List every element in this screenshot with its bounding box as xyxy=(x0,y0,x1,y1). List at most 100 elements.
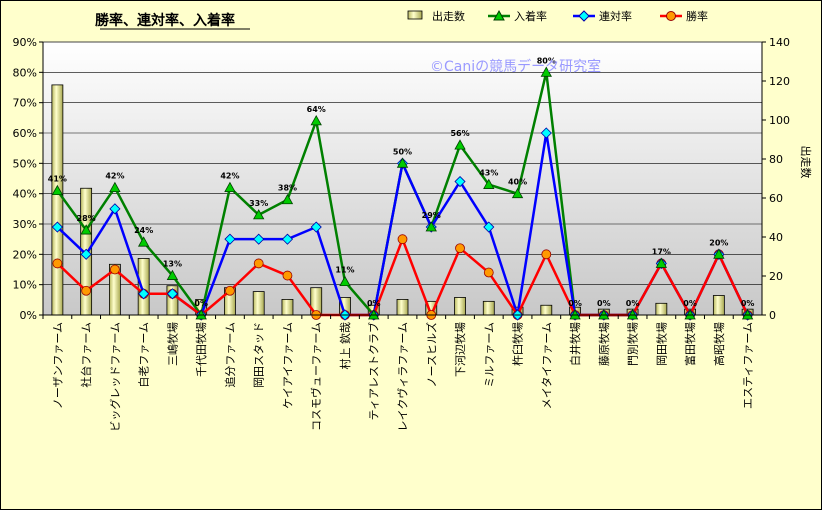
legend-marker xyxy=(493,9,505,21)
point-diamond xyxy=(454,175,466,188)
data-label: 56% xyxy=(450,129,469,138)
point-triangle xyxy=(51,184,64,196)
point-diamond xyxy=(166,288,178,300)
point-triangle xyxy=(166,269,179,280)
point-triangle xyxy=(224,181,236,192)
point-circle xyxy=(397,234,408,245)
x-tick-label: ティアレストクラブ xyxy=(367,322,381,420)
point-diamond xyxy=(483,221,495,233)
point-diamond xyxy=(281,233,294,245)
x-tick-label: 村上 欽哉 xyxy=(338,322,352,370)
x-tick-label: 杵臼牧場 xyxy=(511,322,525,366)
x-tick-label: ビッグレッドファーム xyxy=(108,322,122,432)
y-left-tick-label: 60% xyxy=(13,127,37,140)
data-label: 29% xyxy=(422,211,441,220)
data-label: 42% xyxy=(220,172,239,181)
x-tick-label: 岡田スタッド xyxy=(253,322,266,388)
x-tick-label: コスモヴューファーム xyxy=(309,322,323,431)
point-diamond xyxy=(109,203,121,215)
legend-marker xyxy=(666,11,676,21)
legend-label: 出走数 xyxy=(432,9,465,23)
point-triangle xyxy=(80,224,92,235)
y-right-tick-label: 100 xyxy=(769,114,790,127)
data-label: 33% xyxy=(249,199,268,208)
data-label: 43% xyxy=(479,169,498,178)
y-left-tick-label: 50% xyxy=(13,157,37,170)
point-triangle xyxy=(339,275,351,287)
data-label: 42% xyxy=(105,172,124,181)
y-axis-right: 0 20 40 60 80 100 120 140 xyxy=(761,36,790,322)
x-tick-label: 追分ファーム xyxy=(223,322,237,388)
data-label: 11% xyxy=(335,266,354,275)
x-tick-label: 千代田牧場 xyxy=(194,322,208,377)
data-label: 50% xyxy=(393,147,412,156)
point-diamond xyxy=(80,248,92,260)
y-right-tick-label: 80 xyxy=(769,153,783,166)
x-tick-label: 高昭牧場 xyxy=(712,322,726,366)
data-label: 24% xyxy=(134,226,153,235)
data-label: 64% xyxy=(307,105,326,114)
point-diamond xyxy=(138,288,150,300)
x-tick-label: 富田牧場 xyxy=(683,322,697,366)
x-tick-label: 白老ファーム xyxy=(137,322,151,388)
x-tick-label: 門別牧場 xyxy=(626,322,640,366)
data-label: 28% xyxy=(77,214,96,223)
y-right-tick-label: 20 xyxy=(769,270,783,283)
point-triangle xyxy=(310,115,322,126)
x-tick-label: 岡田牧場 xyxy=(654,322,668,366)
gridlines xyxy=(43,41,762,285)
watermark: ©Caniの競馬データ研究室 xyxy=(430,58,601,75)
point-circle xyxy=(483,267,494,278)
y-left-tick-label: 10% xyxy=(13,279,37,292)
data-label: 0% xyxy=(741,299,755,308)
data-label: 0% xyxy=(568,299,582,308)
data-label: 80% xyxy=(537,56,556,65)
x-tick-label: 藤原牧場 xyxy=(597,322,611,366)
bar xyxy=(396,298,409,316)
point-triangle xyxy=(396,157,409,168)
x-tick-label: 下河辺牧場 xyxy=(453,322,467,377)
x-tick-label: 三嶋牧場 xyxy=(165,322,179,366)
bar xyxy=(655,302,668,316)
y-axis-left: 0% 10% 20% 30% 40% 50% 60% 70% 80% 90% xyxy=(13,36,44,322)
data-label: 41% xyxy=(48,175,67,184)
y-axis-right-title: 出走数 xyxy=(799,146,813,179)
x-tick-label: レイクヴィラファーム xyxy=(396,322,410,431)
x-tick-label: ノーザンファーム xyxy=(51,322,64,409)
bar xyxy=(51,84,64,316)
point-diamond xyxy=(224,233,236,245)
x-axis: ノーザンファーム 社台ファーム ビッグレッドファーム 白老ファーム 三嶋牧場 千代田牧場 追… xyxy=(42,314,762,432)
point-triangle xyxy=(511,187,524,199)
y-left-tick-label: 40% xyxy=(13,188,37,201)
point-triangle xyxy=(655,257,668,268)
point-diamond xyxy=(51,221,63,233)
point-circle xyxy=(455,243,465,254)
bar xyxy=(540,304,553,316)
legend-swatch xyxy=(407,10,423,20)
y-left-tick-label: 90% xyxy=(13,36,37,49)
legend: 出走数 入着率 連対率 勝率 xyxy=(407,9,708,23)
y-left-tick-label: 30% xyxy=(13,218,37,231)
point-diamond xyxy=(310,221,322,233)
x-tick-label: ノースヒルズ xyxy=(424,322,438,387)
point-triangle xyxy=(540,66,552,77)
x-tick-label: エスティファーム xyxy=(742,322,755,409)
data-label: 0% xyxy=(367,299,381,308)
bar xyxy=(281,298,294,316)
x-tick-label: ケイアイファーム xyxy=(281,322,294,409)
chart-title: 勝率、連対率、入着率 xyxy=(95,12,235,29)
point-circle xyxy=(110,264,120,275)
x-tick-label: 白井牧場 xyxy=(568,322,582,366)
point-circle xyxy=(253,258,264,269)
point-triangle xyxy=(253,209,265,220)
point-triangle xyxy=(137,236,150,247)
data-label: 40% xyxy=(508,178,527,187)
y-right-tick-label: 120 xyxy=(769,75,790,88)
y-left-tick-label: 80% xyxy=(13,66,37,79)
bar xyxy=(482,300,495,316)
data-label: 17% xyxy=(652,247,671,256)
point-triangle xyxy=(483,178,495,189)
bar xyxy=(712,295,725,316)
point-circle xyxy=(541,249,552,260)
